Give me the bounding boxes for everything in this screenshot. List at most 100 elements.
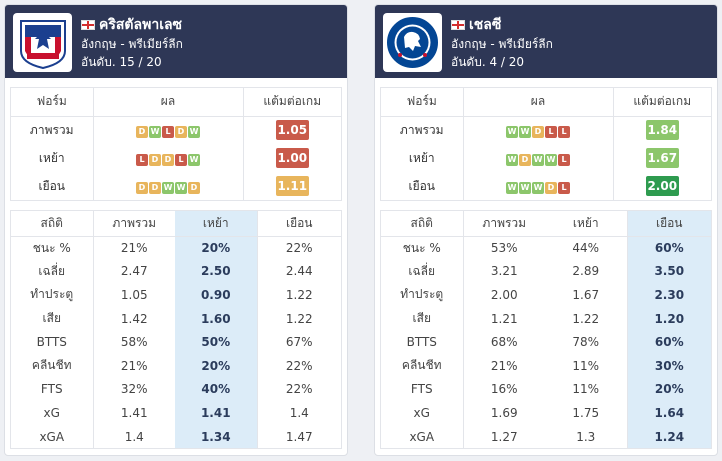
stats-row: คลีนชีท 21% 11% 30% bbox=[381, 353, 711, 378]
form-row: ภาพรวม W W D L L 1.84 bbox=[381, 116, 711, 144]
result-badge[interactable]: W bbox=[506, 153, 518, 166]
stat-label: เสีย bbox=[11, 306, 94, 331]
stat-label: คลีนชีท bbox=[11, 353, 94, 378]
form-row: เหย้า L D D L W 1.00 bbox=[11, 144, 341, 172]
form-row-label: เยือน bbox=[381, 172, 464, 200]
stats-header: สถิติ bbox=[11, 211, 94, 237]
result-badge[interactable]: D bbox=[532, 125, 544, 138]
result-badge[interactable]: L bbox=[558, 153, 570, 166]
stat-value: 78% bbox=[572, 335, 600, 350]
stat-value: 20% bbox=[175, 236, 257, 260]
stats-row: xG 1.69 1.75 1.64 bbox=[381, 401, 711, 425]
result-badge[interactable]: W bbox=[519, 181, 531, 194]
form-row: ภาพรวม D W L D W 1.05 bbox=[11, 116, 341, 144]
stat-value: 2.44 bbox=[256, 259, 341, 284]
stats-row: FTS 32% 40% 22% bbox=[11, 377, 341, 402]
result-badge[interactable]: L bbox=[136, 153, 148, 166]
result-badge[interactable]: W bbox=[506, 181, 518, 194]
ppg-badge: 1.05 bbox=[275, 120, 309, 141]
result-badge[interactable]: W bbox=[545, 153, 557, 166]
stat-value: 1.21 bbox=[490, 311, 518, 326]
result-badge[interactable]: L bbox=[558, 181, 570, 194]
stats-row: FTS 16% 11% 20% bbox=[381, 377, 711, 402]
stat-value: 21% bbox=[490, 358, 518, 373]
result-badge[interactable]: L bbox=[175, 153, 187, 166]
stat-label: เสีย bbox=[381, 306, 464, 331]
stat-value: 1.67 bbox=[572, 287, 600, 302]
stat-label: ชนะ % bbox=[11, 236, 94, 260]
result-header: ผล bbox=[463, 88, 613, 117]
result-badge[interactable]: L bbox=[545, 125, 557, 138]
result-badge[interactable]: D bbox=[149, 181, 161, 194]
result-badge[interactable]: W bbox=[175, 181, 187, 194]
stat-label: xGA bbox=[11, 424, 94, 449]
stats-row: BTTS 68% 78% 60% bbox=[381, 330, 711, 354]
result-badge[interactable]: D bbox=[188, 181, 200, 194]
stat-value: 1.4 bbox=[124, 429, 144, 444]
result-badge[interactable]: D bbox=[162, 153, 174, 166]
stat-value: 3.50 bbox=[626, 259, 711, 284]
form-table: ฟอร์ม ผล แต้มต่อเกม ภาพรวม D W L D W 1.05 เหย้า L D D… bbox=[10, 87, 342, 201]
result-badge[interactable]: D bbox=[136, 125, 148, 138]
stats-row: ทำประตู 1.05 0.90 1.22 bbox=[11, 283, 341, 307]
stat-value: 67% bbox=[256, 330, 341, 354]
team-league[interactable]: อังกฤษ - พรีเมียร์ลีก bbox=[81, 37, 183, 51]
stat-label: xG bbox=[381, 401, 464, 425]
result-badge[interactable]: D bbox=[519, 153, 531, 166]
form-row-label: ภาพรวม bbox=[11, 116, 94, 144]
stats-table: สถิติ ภาพรวม เหย้า เยือน ชนะ % 53% 44% 60% เฉลี่… bbox=[380, 210, 712, 450]
team-logo-icon bbox=[13, 13, 72, 72]
result-badge[interactable]: D bbox=[149, 153, 161, 166]
ppg-badge: 1.00 bbox=[275, 148, 309, 168]
form-row-label: ภาพรวม bbox=[381, 116, 464, 144]
stat-label: คลีนชีท bbox=[381, 353, 464, 378]
result-badge[interactable]: W bbox=[149, 125, 161, 138]
team-header: เชลซี อังกฤษ - พรีเมียร์ลีก อันดับ. 4 / 20 bbox=[375, 5, 717, 78]
stats-table: สถิติ ภาพรวม เหย้า เยือน ชนะ % 21% 20% 22% เฉลี่… bbox=[10, 210, 342, 450]
form-row-label: เหย้า bbox=[11, 144, 94, 172]
result-badge[interactable]: L bbox=[162, 125, 174, 138]
stat-label: ทำประตู bbox=[11, 283, 94, 307]
result-badge[interactable]: L bbox=[558, 125, 570, 138]
result-badge[interactable]: D bbox=[175, 125, 187, 138]
result-badge[interactable]: D bbox=[545, 181, 557, 194]
stat-value: 1.20 bbox=[626, 306, 711, 331]
team-name[interactable]: เชลซี bbox=[451, 15, 553, 35]
stats-row: ชนะ % 53% 44% 60% bbox=[381, 236, 711, 260]
stat-value: 1.41 bbox=[175, 401, 257, 425]
result-badge[interactable]: W bbox=[188, 153, 200, 166]
stat-value: 1.24 bbox=[626, 424, 711, 449]
stat-value: 2.89 bbox=[572, 264, 600, 279]
stat-label: FTS bbox=[11, 377, 94, 402]
result-badge[interactable]: D bbox=[136, 181, 148, 194]
stats-row: xGA 1.27 1.3 1.24 bbox=[381, 424, 711, 449]
stats-header: เยือน bbox=[626, 211, 711, 237]
stat-value: 21% bbox=[120, 358, 148, 373]
form-row-label: เหย้า bbox=[381, 144, 464, 172]
stat-value: 40% bbox=[175, 377, 257, 402]
result-badge[interactable]: W bbox=[162, 181, 174, 194]
team-league[interactable]: อังกฤษ - พรีเมียร์ลีก bbox=[451, 37, 553, 51]
stat-value: 2.30 bbox=[626, 283, 711, 307]
stat-value: 60% bbox=[626, 330, 711, 354]
stat-value: 1.3 bbox=[576, 429, 596, 444]
result-badge[interactable]: W bbox=[532, 181, 544, 194]
stats-row: คลีนชีท 21% 20% 22% bbox=[11, 353, 341, 378]
result-badge[interactable]: W bbox=[188, 125, 200, 138]
result-badge[interactable]: W bbox=[519, 125, 531, 138]
team-name[interactable]: คริสตัลพาเลซ bbox=[81, 15, 183, 35]
result-badge[interactable]: W bbox=[506, 125, 518, 138]
ppg-badge: 1.67 bbox=[645, 148, 679, 168]
team-card-home: คริสตัลพาเลซ อังกฤษ - พรีเมียร์ลีก อันดับ.… bbox=[4, 4, 348, 456]
stats-header: เยือน bbox=[256, 211, 341, 237]
stat-value: 22% bbox=[256, 353, 341, 378]
result-badge[interactable]: W bbox=[532, 153, 544, 166]
stat-value: 3.21 bbox=[490, 264, 518, 279]
stat-label: xGA bbox=[381, 424, 464, 449]
stat-value: 1.69 bbox=[490, 405, 518, 420]
